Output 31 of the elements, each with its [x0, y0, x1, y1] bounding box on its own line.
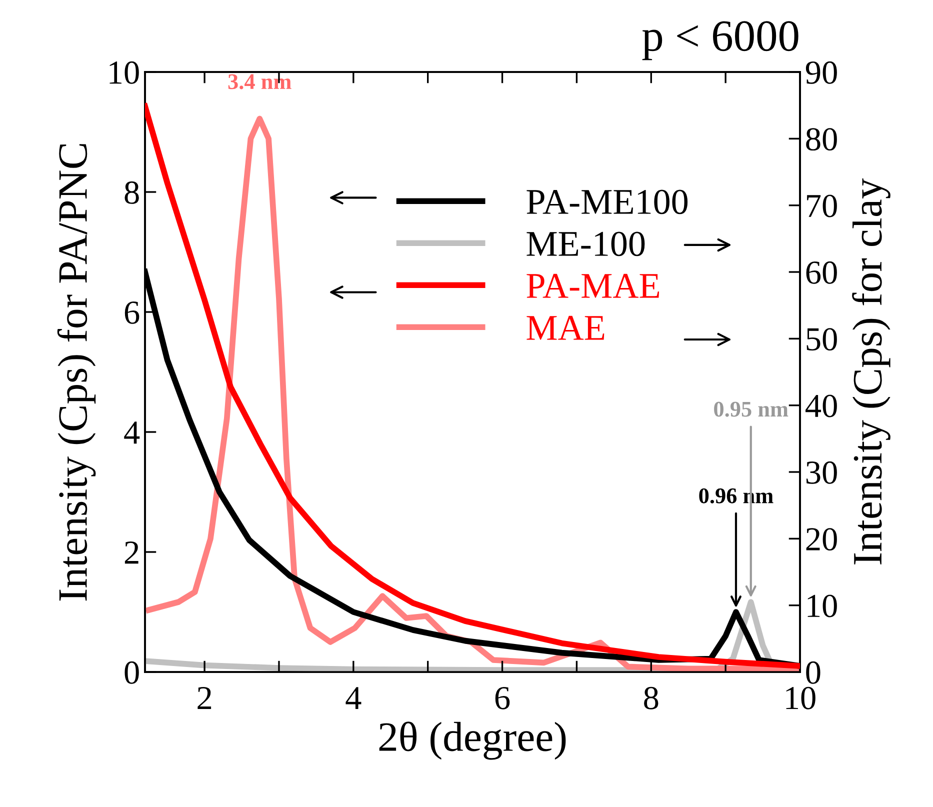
legend-label: PA-ME100 — [526, 190, 688, 214]
legend-label: ME-100 — [526, 232, 645, 256]
y2-tick-label: 0 — [806, 661, 820, 684]
y-tick-label: 4 — [124, 422, 140, 444]
y2-tick-label: 60 — [806, 261, 837, 284]
x-tick-label: 4 — [346, 687, 362, 710]
y2-tick-label: 80 — [806, 128, 837, 151]
y-tick-label: 10 — [110, 61, 139, 84]
x-tick-label: 2 — [198, 686, 212, 710]
y2-tick-label: 50 — [806, 328, 837, 351]
chart-title: p < 6000 — [642, 21, 798, 60]
y-tick-label: 8 — [124, 181, 139, 204]
y2-tick-label: 70 — [807, 194, 837, 218]
y2-tick-label: 40 — [806, 394, 837, 418]
x-tick-label: 8 — [644, 686, 658, 710]
y-tick-label: 0 — [124, 661, 139, 684]
x-tick-label: 6 — [495, 686, 510, 710]
legend-label: MAE — [526, 316, 604, 340]
y2-tick-label: 10 — [808, 594, 837, 618]
y2-tick-label: 20 — [806, 528, 837, 551]
x-axis-title: 2θ (degree) — [379, 722, 566, 760]
annotation: 3.4 nm — [228, 74, 292, 90]
y-axis-title: Intensity (Cps) for PA/PNC — [57, 144, 96, 601]
y-tick-label: 2 — [124, 541, 138, 564]
y2-tick-label: 30 — [806, 461, 837, 484]
y2-axis-title: Intensity (Cps) for clay — [852, 178, 890, 564]
annotation: 0.95 nm — [714, 402, 788, 417]
legend-label: PA-MAE — [526, 274, 660, 298]
y-tick-label: 6 — [124, 301, 140, 324]
y2-tick-label: 90 — [806, 61, 837, 84]
x-tick-label: 10 — [786, 686, 816, 710]
